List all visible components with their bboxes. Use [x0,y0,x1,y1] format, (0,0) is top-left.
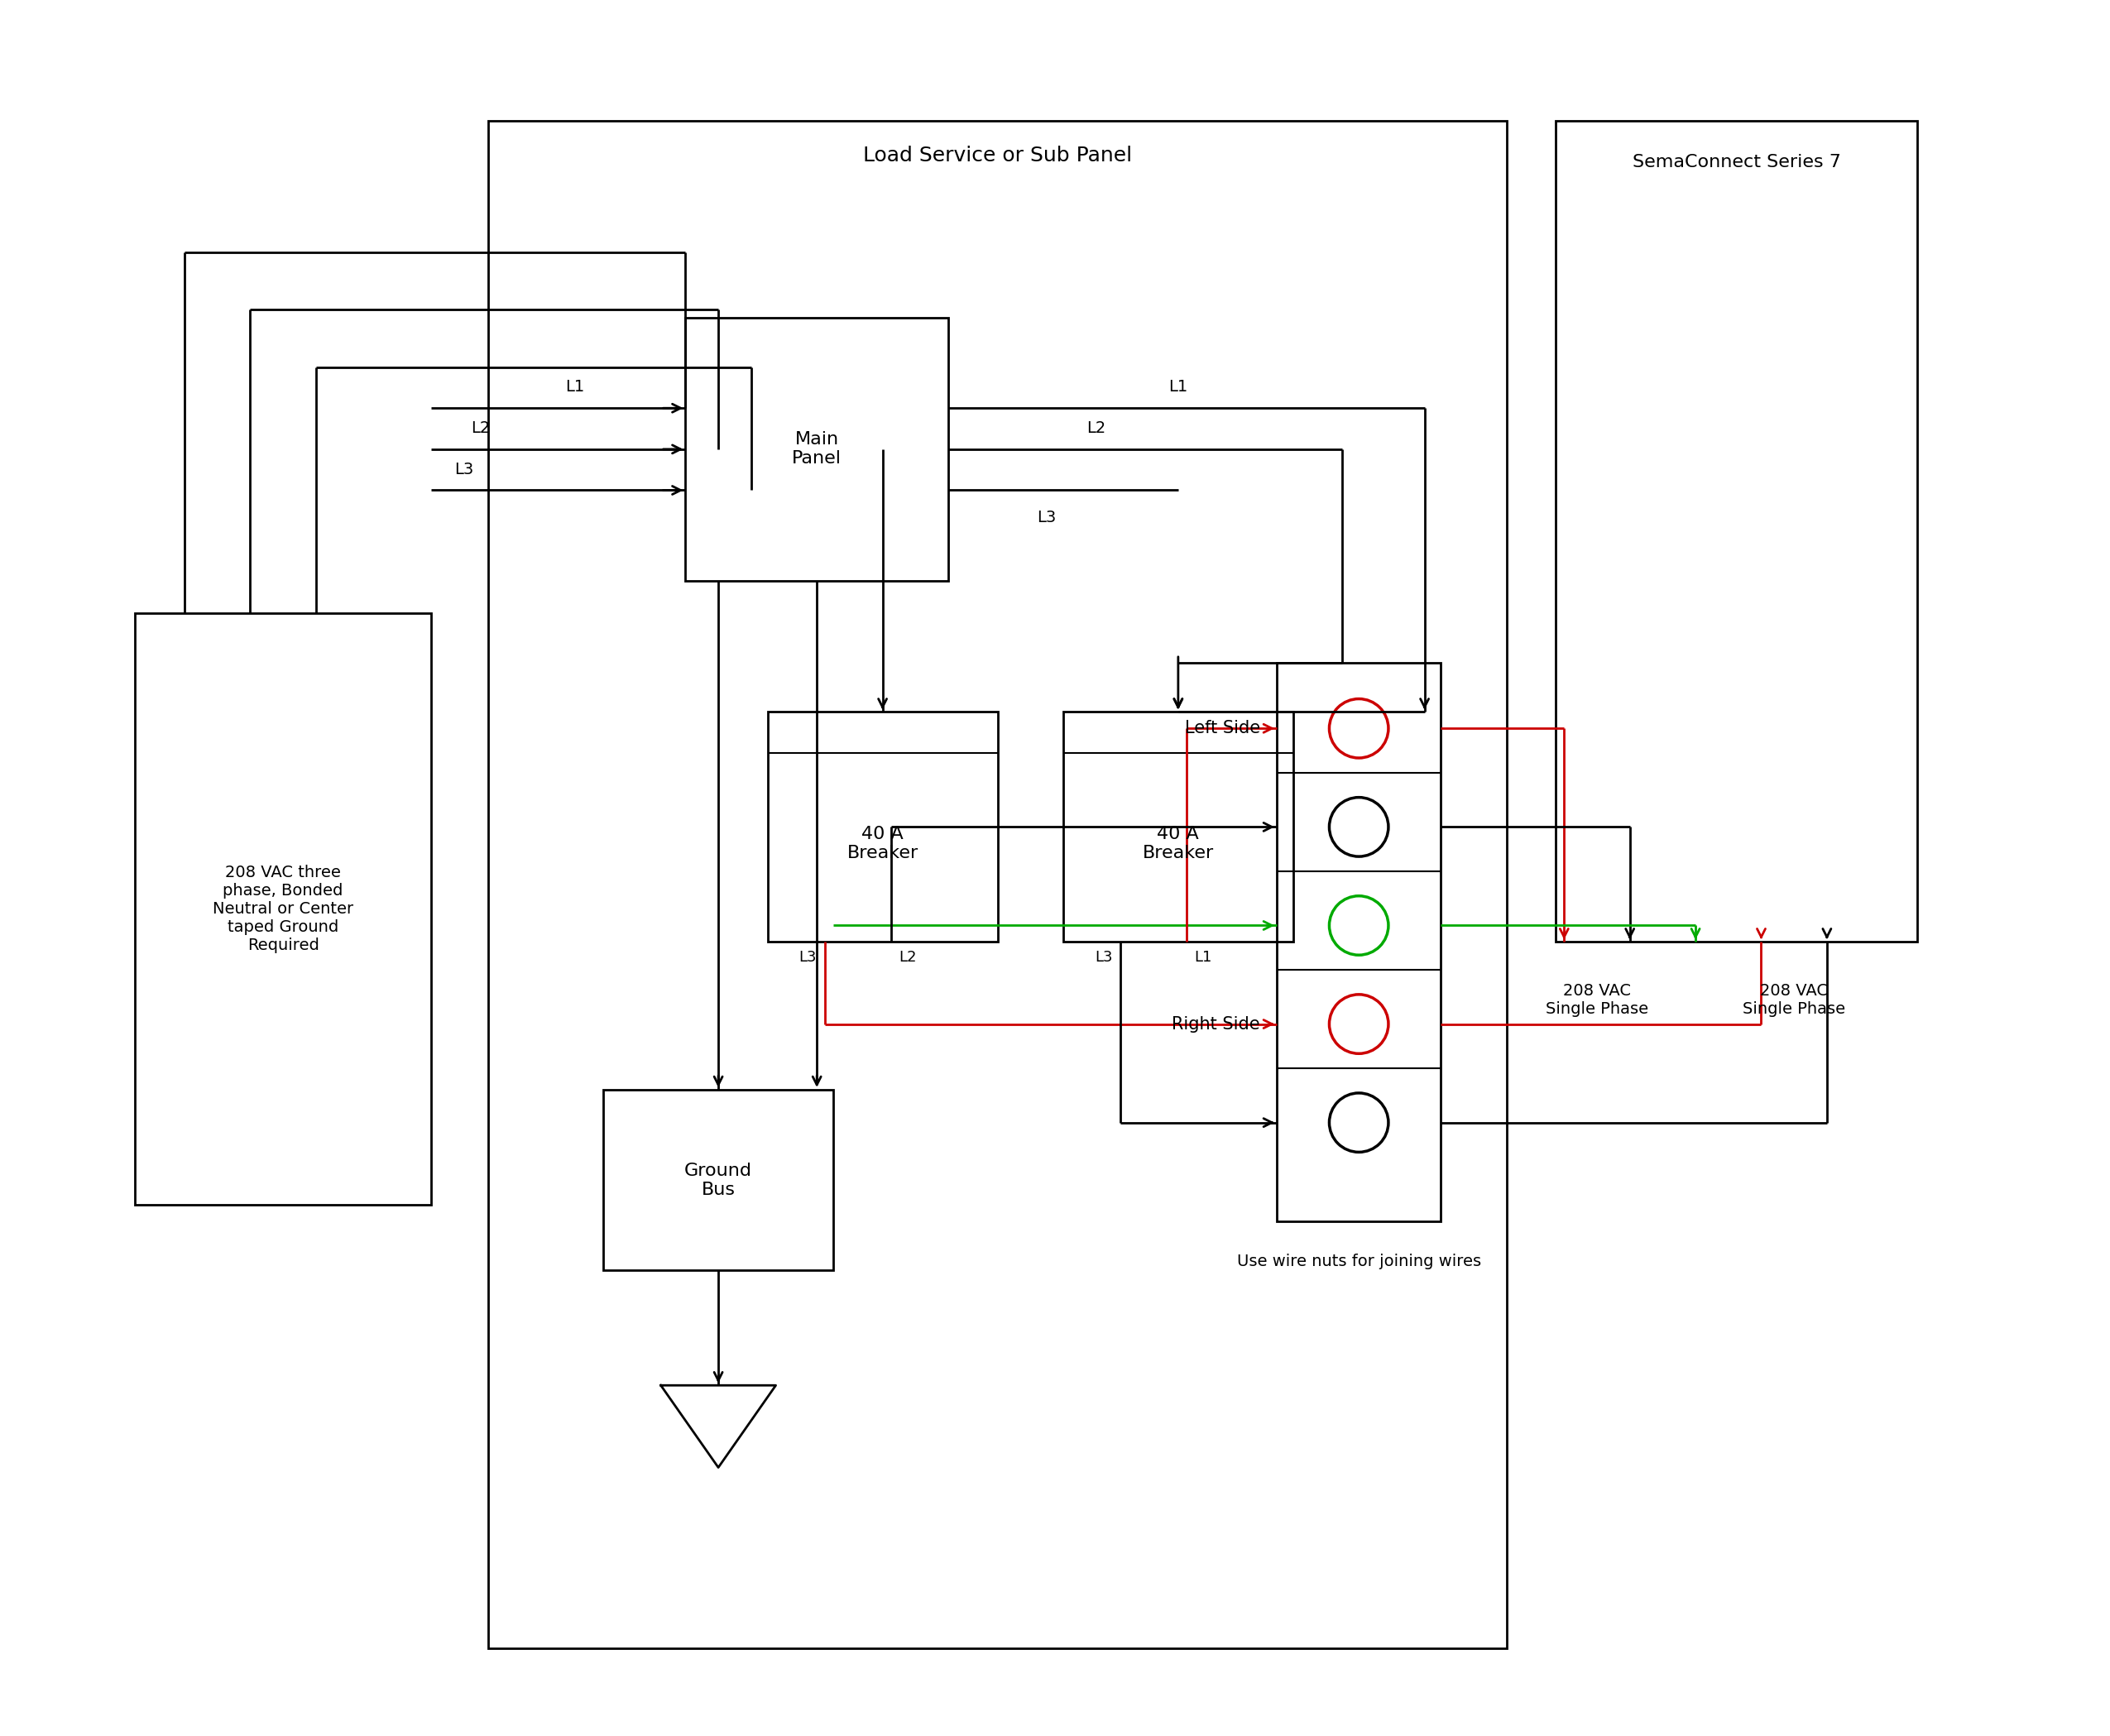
Text: L2: L2 [1087,420,1106,436]
Text: L3: L3 [800,950,817,965]
Text: Left Side: Left Side [1186,720,1260,736]
Text: L1: L1 [565,378,584,396]
Text: L3: L3 [1038,510,1057,526]
Text: L3: L3 [1095,950,1112,965]
Text: Load Service or Sub Panel: Load Service or Sub Panel [863,146,1133,165]
Text: L3: L3 [454,462,473,477]
Text: 208 VAC three
phase, Bonded
Neutral or Center
taped Ground
Required: 208 VAC three phase, Bonded Neutral or C… [213,865,354,953]
Text: L1: L1 [1169,378,1188,396]
Text: Ground
Bus: Ground Bus [684,1161,753,1198]
Text: 208 VAC
Single Phase: 208 VAC Single Phase [1547,983,1648,1017]
Text: L2: L2 [899,950,916,965]
Text: Use wire nuts for joining wires: Use wire nuts for joining wires [1236,1253,1481,1269]
Text: Right Side: Right Side [1171,1016,1260,1033]
Text: SemaConnect Series 7: SemaConnect Series 7 [1633,153,1840,170]
Text: L1: L1 [1194,950,1213,965]
Text: 40 A
Breaker: 40 A Breaker [846,826,918,861]
Text: 208 VAC
Single Phase: 208 VAC Single Phase [1743,983,1846,1017]
Text: L2: L2 [471,420,490,436]
Text: 40 A
Breaker: 40 A Breaker [1142,826,1213,861]
Text: Main
Panel: Main Panel [791,431,842,467]
